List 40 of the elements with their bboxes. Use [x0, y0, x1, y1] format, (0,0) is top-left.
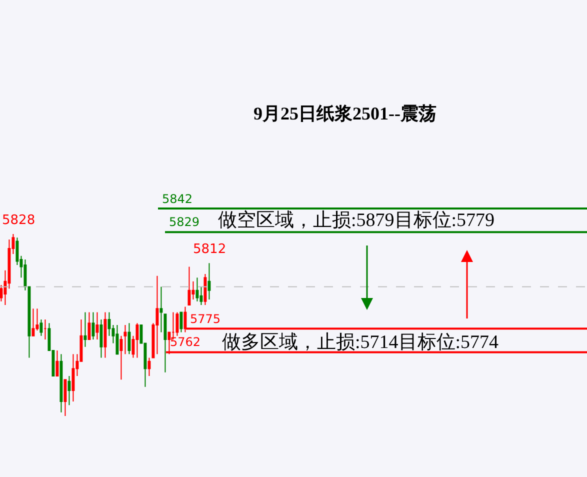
candlestick	[32, 308, 35, 336]
candlestick	[180, 312, 183, 333]
text: 9月25日纸浆2501--震荡	[254, 103, 436, 124]
candlestick	[160, 286, 163, 333]
candlestick	[60, 354, 63, 413]
candlestick	[128, 322, 131, 355]
candlestick	[68, 375, 71, 406]
candlestick	[148, 357, 151, 376]
text: 5829	[169, 215, 200, 229]
candlestick	[24, 258, 27, 291]
candlestick	[156, 275, 159, 355]
candlestick	[64, 379, 67, 416]
candlestick	[96, 312, 99, 340]
candlestick	[164, 314, 167, 373]
annotation: 5812	[193, 242, 226, 257]
annotation: 5762	[170, 335, 201, 349]
text: 5842	[162, 192, 193, 206]
candlestick	[104, 312, 107, 358]
annotation: 5828	[2, 213, 36, 228]
candlestick	[40, 319, 43, 336]
candlestick	[100, 319, 103, 358]
candlestick	[116, 324, 119, 355]
candlestick	[176, 312, 179, 336]
text: 做多区域，止损:5714目标位:5774	[222, 332, 500, 353]
candlestick	[88, 312, 91, 340]
candlestick	[188, 266, 191, 306]
candlestick	[72, 354, 75, 402]
candlestick	[120, 335, 123, 380]
annotation: 5775	[190, 312, 221, 326]
candlestick	[56, 350, 59, 376]
text: 做空区域，止损:5879目标位:5779	[218, 209, 495, 231]
candlestick	[204, 274, 207, 306]
candlestick	[208, 262, 211, 300]
candlestick	[44, 319, 47, 340]
candlestick	[92, 312, 95, 340]
candlestick	[124, 324, 127, 355]
candlestick	[136, 322, 139, 358]
candlestick	[84, 312, 87, 348]
candlestick	[28, 286, 31, 358]
candlestick	[196, 277, 199, 302]
